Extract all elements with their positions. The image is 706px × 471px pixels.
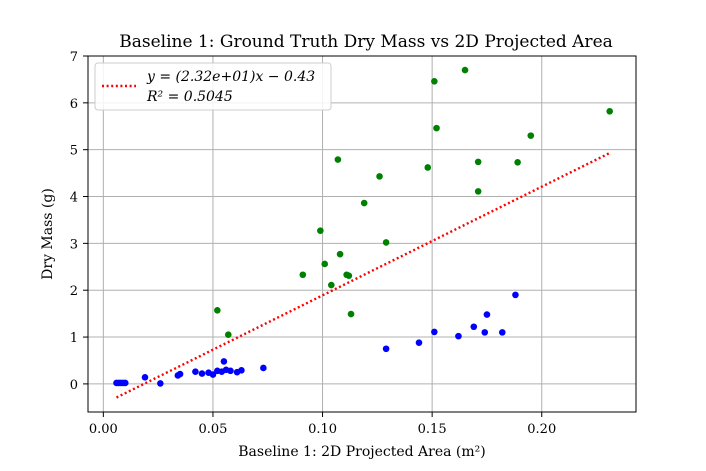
blue-data-point [220,358,228,365]
data-points [113,66,613,387]
blue-data-point [227,367,234,375]
fit-line-group [115,151,611,399]
blue-data-point [260,364,267,372]
blue-data-point [238,367,245,374]
x-tick-label: 0.05 [198,422,227,437]
blue-data-point [192,368,199,376]
green-data-point [214,307,221,314]
green-data-point [317,227,324,235]
blue-data-point [415,339,423,346]
blue-data-point [382,345,390,353]
blue-data-point [483,311,491,318]
x-tick-label: 0.00 [89,422,118,437]
blue-data-point [121,379,129,387]
blue-data-point [481,329,489,336]
y-tick-label: 6 [70,97,78,112]
blue-data-point [470,323,478,331]
green-data-point [474,158,482,166]
y-tick-label: 0 [70,378,78,393]
legend-r-squared: R² = 0.5045 [146,89,233,105]
blue-data-point [141,374,149,381]
blue-data-point [512,291,519,299]
y-tick-label: 3 [70,237,78,252]
green-data-point [334,156,342,163]
green-data-point [382,239,390,246]
y-tick-label: 4 [70,191,78,206]
green-data-point [461,66,469,74]
green-data-point [514,159,521,166]
legend-fit-equation: y = (2.32e+01)x − 0.43 [146,69,315,85]
blue-data-point [176,370,184,378]
y-tick-label: 1 [70,331,78,346]
legend: y = (2.32e+01)x − 0.43 R² = 0.5045 [94,62,332,111]
blue-data-point [455,332,462,340]
y-tick-label: 2 [70,284,78,299]
green-data-point [347,310,355,318]
blue-data-point [157,380,164,387]
green-data-point [224,331,232,339]
blue-data-point [209,371,217,378]
y-axis-label: Dry Mass (g) [40,188,56,280]
chart-title: Baseline 1: Ground Truth Dry Mass vs 2D … [119,32,613,52]
green-data-point [527,132,535,139]
green-data-point [360,199,368,207]
legend-box [94,62,332,111]
green-data-point [606,107,613,115]
y-axis-ticks: 0 1 2 3 4 5 6 7 [70,50,88,393]
x-tick-label: 0.15 [418,422,447,437]
green-data-point [299,271,307,279]
green-data-point [433,124,440,132]
green-data-point [321,260,329,268]
blue-data-point [498,329,506,336]
x-tick-label: 0.20 [527,422,556,437]
green-data-point [328,281,335,289]
x-tick-label: 0.10 [308,422,337,437]
blue-data-point [431,328,438,336]
fit-line [115,151,611,399]
green-data-point [431,77,438,85]
x-axis-ticks: 0.00 0.05 0.10 0.15 0.20 [89,412,556,437]
y-tick-label: 5 [70,144,78,159]
green-data-point [424,164,432,171]
x-axis-label: Baseline 1: 2D Projected Area (m²) [238,444,486,460]
green-data-point [345,272,353,279]
green-data-point [336,250,344,258]
plot-frame [87,55,637,413]
green-data-point [474,188,482,195]
green-data-point [376,173,383,180]
y-tick-label: 7 [70,50,78,65]
blue-data-point [198,370,206,377]
